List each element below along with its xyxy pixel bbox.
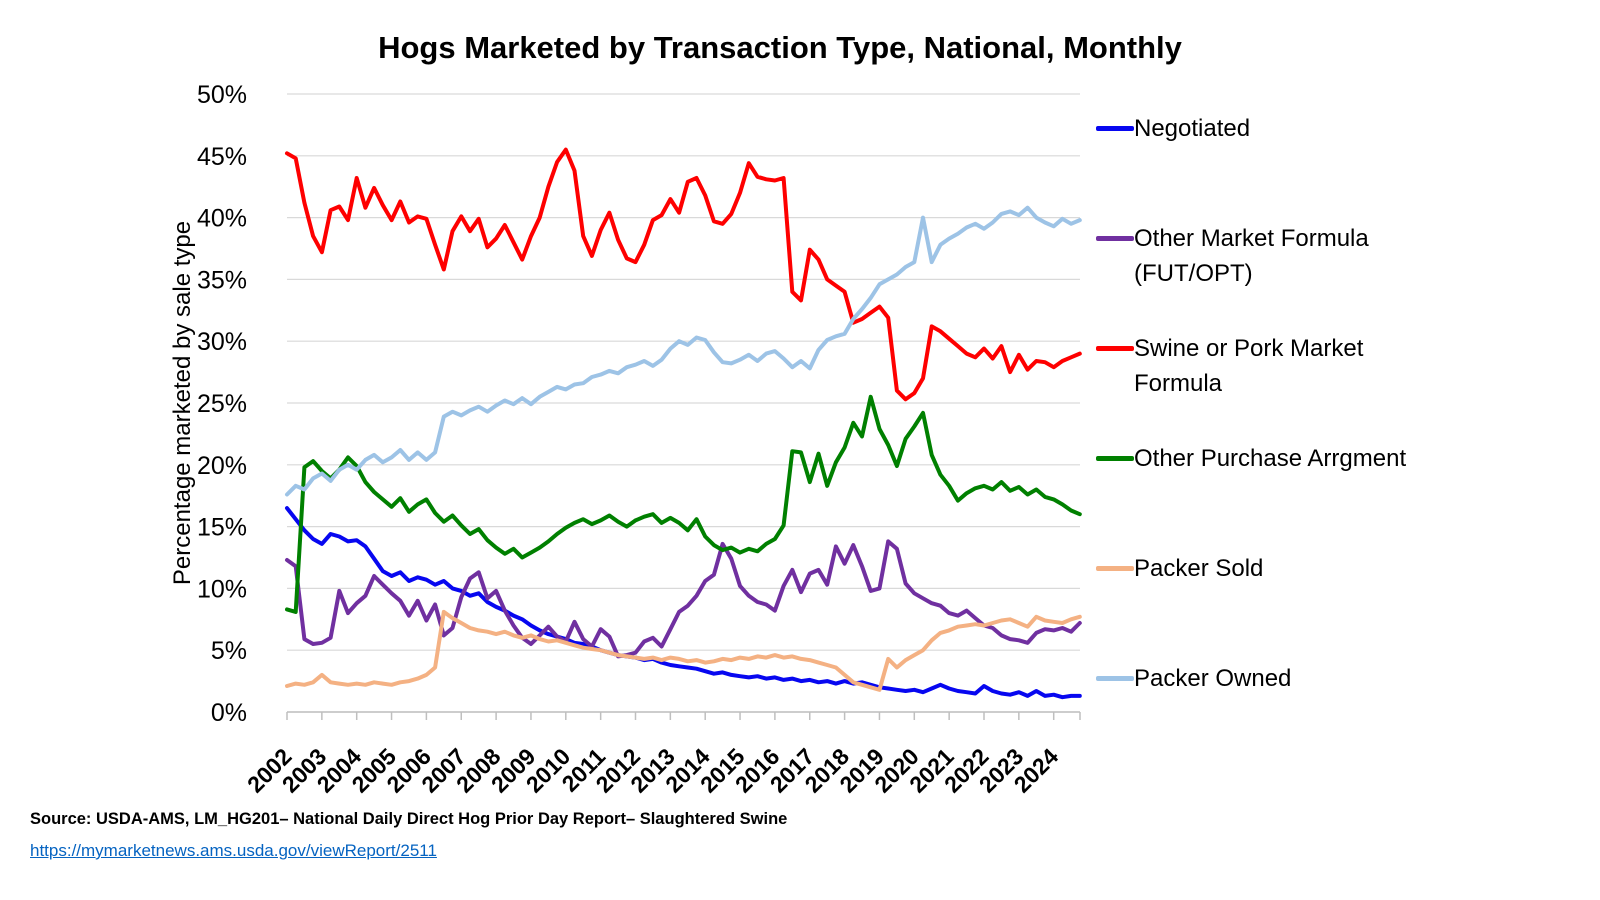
legend-label-negotiated: Negotiated bbox=[1134, 115, 1251, 142]
legend-marker-packer-owned bbox=[1096, 676, 1134, 681]
legend-label-other-purchase-arrgment: Other Purchase Arrgment bbox=[1134, 445, 1407, 472]
series-line-swine-or-pork-market-formula bbox=[285, 147, 1082, 402]
y-tick-label: 5% bbox=[211, 637, 247, 665]
legend-marker-packer-sold bbox=[1096, 566, 1134, 571]
legend-item-packer-owned: Packer Owned bbox=[1096, 662, 1291, 697]
y-tick-label: 40% bbox=[197, 205, 247, 233]
legend-label-swine-or-pork-market-formula: Swine or Pork Market Formula bbox=[1134, 335, 1364, 397]
y-tick-label: 0% bbox=[211, 699, 247, 727]
source-text: Source: USDA-AMS, LM_HG201– National Dai… bbox=[30, 810, 788, 828]
y-tick-label: 50% bbox=[197, 81, 247, 109]
y-tick-label: 20% bbox=[197, 452, 247, 480]
y-tick-label: 35% bbox=[197, 266, 247, 294]
series-line-other-purchase-arrgment bbox=[285, 394, 1082, 614]
legend-item-other-purchase-arrgment: Other Purchase Arrgment bbox=[1096, 442, 1406, 477]
y-tick-label: 45% bbox=[197, 143, 247, 171]
y-axis-title: Percentage marketed by sale type bbox=[169, 221, 196, 585]
y-tick-label: 25% bbox=[197, 390, 247, 418]
chart-title: Hogs Marketed by Transaction Type, Natio… bbox=[378, 30, 1182, 65]
legend-label-other-market-formula-fut-opt: Other Market Formula (FUT/OPT) bbox=[1134, 225, 1369, 287]
y-tick-label: 30% bbox=[197, 328, 247, 356]
y-tick-label: 15% bbox=[197, 514, 247, 542]
legend-item-negotiated: Negotiated bbox=[1096, 112, 1250, 147]
series-line-negotiated bbox=[285, 506, 1082, 700]
source-link[interactable]: https://mymarketnews.ams.usda.gov/viewRe… bbox=[30, 841, 437, 860]
series-line-packer-owned bbox=[285, 205, 1082, 497]
legend-marker-other-purchase-arrgment bbox=[1096, 456, 1134, 461]
legend-marker-other-market-formula-fut-opt bbox=[1096, 236, 1134, 241]
legend-marker-negotiated bbox=[1096, 126, 1134, 131]
legend-item-swine-or-pork-market-formula: Swine or Pork Market Formula bbox=[1096, 332, 1434, 402]
y-tick-label: 10% bbox=[197, 575, 247, 603]
legend-item-other-market-formula-fut-opt: Other Market Formula (FUT/OPT) bbox=[1096, 222, 1434, 292]
legend-label-packer-owned: Packer Owned bbox=[1134, 665, 1292, 692]
legend-label-packer-sold: Packer Sold bbox=[1134, 555, 1264, 582]
legend-item-packer-sold: Packer Sold bbox=[1096, 552, 1263, 587]
legend-marker-swine-or-pork-market-formula bbox=[1096, 346, 1134, 351]
series-line-other-market-formula-fut-opt bbox=[285, 539, 1082, 659]
series-line-packer-sold bbox=[285, 609, 1082, 692]
